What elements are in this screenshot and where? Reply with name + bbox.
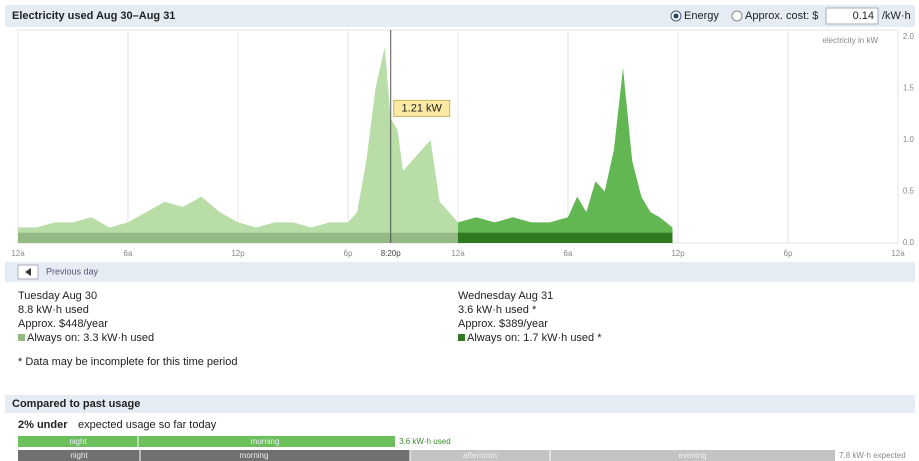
- tooltip-box: [393, 99, 451, 117]
- x-tick-label: 12a: [891, 249, 905, 258]
- y-axis-label: electricity in kW: [822, 36, 878, 45]
- compare-band: [5, 395, 915, 413]
- always-on-swatch: [458, 334, 465, 341]
- y-tick-label: 0.0: [903, 238, 915, 247]
- expected-past: [18, 450, 410, 461]
- day-name: Tuesday Aug 30: [18, 290, 97, 302]
- day-always-on: Always on: 3.3 kW·h used: [27, 332, 154, 344]
- cost-label: Approx. cost: $: [745, 10, 818, 22]
- radio-cost[interactable]: [731, 10, 743, 22]
- day-always-on: Always on: 1.7 kW·h used *: [467, 332, 602, 344]
- cursor-label: 8:20p: [381, 249, 402, 258]
- period-label: afternoon: [463, 451, 497, 460]
- always-on-band: [458, 232, 673, 243]
- compare-title: Compared to past usage: [12, 398, 140, 410]
- day-used: 3.6 kW·h used *: [458, 304, 537, 316]
- energy-label: Energy: [684, 10, 719, 22]
- day-name: Wednesday Aug 31: [458, 290, 553, 302]
- day-cost: Approx. $389/year: [458, 318, 548, 330]
- header-title: Electricity used Aug 30–Aug 31: [12, 10, 175, 22]
- used-bar: [18, 436, 396, 447]
- period-label: evening: [678, 451, 706, 460]
- chart: 12a 6a 12p 6p 12a 6a 12p 6p 12a 0.0 0.5 1.0 1.5 2.0 el…: [11, 29, 915, 258]
- header-band: [5, 5, 915, 27]
- day-summaries: Tuesday Aug 30 8.8 kW·h used Approx. $448/…: [18, 290, 602, 344]
- usage-area: [458, 67, 673, 244]
- period-label: night: [70, 451, 88, 460]
- period-label: morning: [251, 437, 280, 446]
- rate-value: 0.14: [853, 10, 874, 22]
- always-on-swatch: [18, 334, 25, 341]
- usage-area: [18, 47, 458, 243]
- y-tick-label: 1.5: [903, 84, 915, 93]
- rate-unit: /kW·h: [882, 10, 911, 22]
- day-cost: Approx. $448/year: [18, 318, 108, 330]
- nav-band: [5, 262, 915, 282]
- period-label: morning: [240, 451, 269, 460]
- tooltip-label: 1.21 kW: [402, 102, 443, 114]
- always-on-band: [18, 232, 458, 243]
- x-tick-label: 6a: [124, 249, 133, 258]
- x-tick-label: 12a: [11, 249, 25, 258]
- y-tick-label: 0.5: [903, 187, 915, 196]
- footnote: * Data may be incomplete for this time p…: [18, 356, 238, 368]
- comparison-bars: night morning 3.6 kW·h used night morning aft…: [18, 436, 906, 461]
- x-tick-label: 6p: [784, 249, 793, 258]
- prev-arrow: [25, 268, 31, 276]
- compare-pct: 2% under: [18, 419, 68, 431]
- y-tick-label: 2.0: [903, 32, 915, 41]
- expected-label: 7.8 kW·h expected: [839, 451, 906, 460]
- day-used: 8.8 kW·h used: [18, 304, 89, 316]
- y-tick-label: 1.0: [903, 135, 915, 144]
- x-tick-label: 12a: [451, 249, 465, 258]
- x-tick-label: 6p: [344, 249, 353, 258]
- expected-bar: [18, 450, 835, 461]
- x-tick-label: 12p: [671, 249, 685, 258]
- compare-text: expected usage so far today: [78, 419, 217, 431]
- used-label: 3.6 kW·h used: [399, 437, 451, 446]
- rate-input[interactable]: [825, 7, 879, 25]
- x-tick-label: 12p: [231, 249, 245, 258]
- radio-dot: [673, 13, 679, 19]
- x-tick-label: 6a: [564, 249, 573, 258]
- prev-label[interactable]: Previous day: [46, 266, 99, 276]
- period-label: night: [69, 437, 87, 446]
